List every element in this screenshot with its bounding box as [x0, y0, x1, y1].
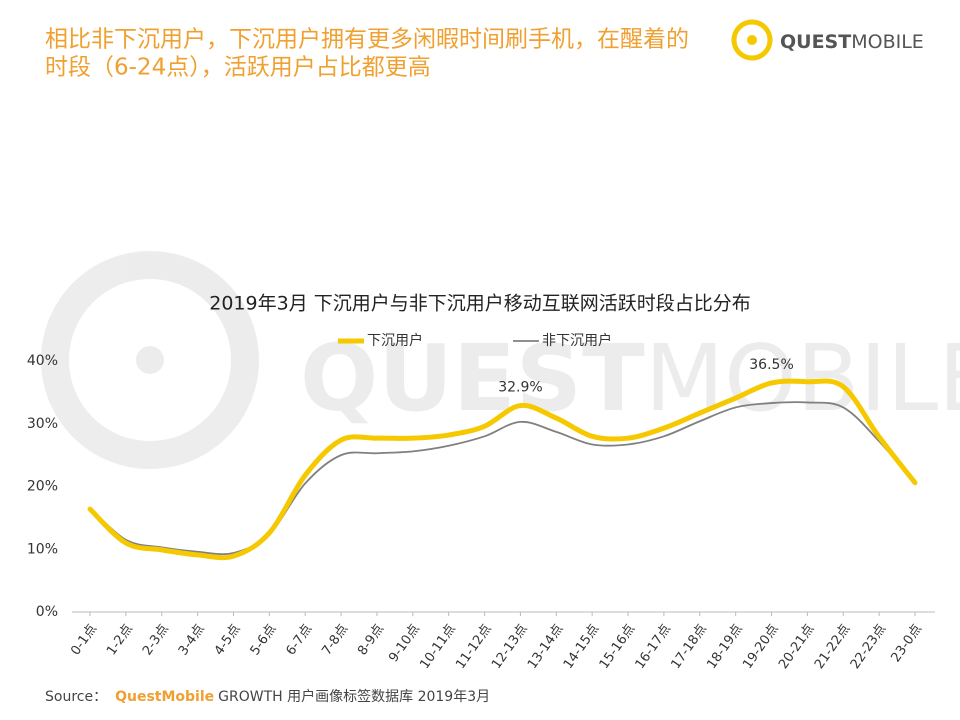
headline: 相比非下沉用户，下沉用户拥有更多闲暇时间刷手机，在醒着的	[45, 27, 689, 53]
data-label: 32.9%	[498, 380, 542, 396]
x-tick-label: 13-14点	[525, 622, 566, 672]
x-tick-label: 8-9点	[355, 622, 387, 659]
y-tick-label: 10%	[27, 541, 58, 557]
source: Source： QuestMobile GROWTH 用户画像标签数据库 2019年…	[45, 688, 490, 705]
logo-bold: QUEST	[780, 31, 851, 53]
source-brand: QuestMobile	[115, 689, 214, 705]
x-tick-label: 6-7点	[283, 622, 315, 659]
x-tick-label: 4-5点	[212, 622, 244, 659]
x-tick-label: 9-10点	[386, 622, 423, 665]
x-tick-label: 3-4点	[176, 622, 208, 659]
source-prefix: Source：	[45, 689, 107, 705]
x-tick-label: 16-17点	[633, 622, 674, 672]
y-tick-label: 0%	[36, 604, 58, 620]
x-tick-label: 2-3点	[140, 622, 172, 659]
logo-light: MOBILE	[851, 31, 924, 53]
watermark-dot	[136, 346, 164, 374]
x-tick-label: 19-20点	[740, 622, 781, 672]
y-tick-label: 20%	[27, 479, 58, 495]
x-tick-label: 7-8点	[319, 622, 351, 659]
x-tick-label: 14-15点	[561, 622, 602, 672]
logo-dot	[747, 35, 757, 45]
legend-label: 非下沉用户	[542, 332, 612, 349]
source-rest: GROWTH 用户画像标签数据库 2019年3月	[218, 688, 490, 705]
headline: 时段（6-24点），活跃用户占比都更高	[45, 55, 431, 81]
x-tick-label: 1-2点	[104, 622, 136, 659]
x-tick-label: 11-12点	[453, 622, 494, 672]
chart-title: 2019年3月 下沉用户与非下沉用户移动互联网活跃时段占比分布	[209, 293, 750, 315]
x-tick-label: 0-1点	[68, 622, 100, 659]
x-tick-label: 10-11点	[417, 622, 458, 672]
y-tick-label: 30%	[27, 416, 58, 432]
x-tick-label: 22-23点	[848, 622, 889, 672]
logo-text: QUESTMOBILE	[780, 31, 924, 53]
series-line	[87, 378, 918, 561]
legend-label: 下沉用户	[367, 332, 423, 349]
x-tick-label: 20-21点	[776, 622, 817, 672]
x-tick-label: 15-16点	[597, 622, 638, 672]
x-tick-label: 5-6点	[248, 622, 280, 659]
x-tick-label: 21-22点	[812, 622, 853, 672]
logo: QUESTMOBILE	[731, 19, 924, 61]
x-tick-label: 12-13点	[489, 622, 530, 672]
x-tick-label: 23-0点	[888, 622, 925, 665]
watermark-ring	[41, 251, 259, 469]
data-label: 36.5%	[749, 357, 793, 373]
x-tick-label: 17-18点	[669, 622, 710, 672]
x-tick-label: 18-19点	[704, 622, 745, 672]
series-line	[89, 401, 916, 556]
y-tick-label: 40%	[27, 353, 58, 369]
logo-ring	[731, 19, 773, 61]
